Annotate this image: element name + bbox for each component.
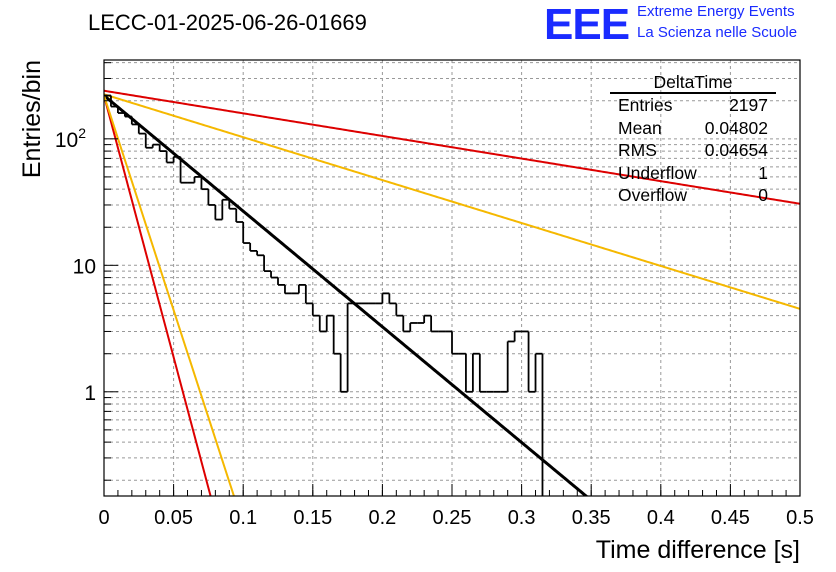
stats-box: DeltaTime Entries 2197 Mean 0.04802 RMS … [610,72,776,207]
stats-key: Mean [618,117,662,138]
stats-key: Entries [618,95,673,115]
fit-curve [104,94,589,496]
stats-row-overflow: Overflow 0 [610,184,776,207]
stats-row-underflow: Underflow 1 [610,162,776,185]
y-tick-label: 102 [55,125,86,152]
fit-curve [104,95,212,496]
fit-curve [104,95,235,496]
axis-labels: 0 0.05 0.1 0.15 0.2 0.25 0.3 0.35 0.4 0.45 0.51101… [18,60,814,564]
fit-curve [104,89,800,205]
axis-ticks [103,62,801,496]
logo-line-2: La Scienza nelle Scuole [637,24,798,41]
x-tick-label: 0.15 [293,507,332,529]
chart-title: LECC-01-2025-06-26-01669 [88,10,367,35]
x-tick-label: 0.3 [508,507,536,529]
stats-key: RMS [618,140,657,161]
y-tick-label: 1 [84,382,96,405]
stats-value: 1 [758,162,768,183]
x-axis-title: Time difference [s] [596,536,800,564]
stats-row-rms: RMS 0.04654 [610,139,776,162]
logo-line-1: Extreme Energy Events [637,3,795,20]
y-axis-title: Entries/bin [18,60,46,178]
eee-logo: EEE [544,0,630,49]
x-tick-label: 0.45 [711,507,750,529]
stats-key: Underflow [618,162,697,183]
y-tick-label: 10 [73,255,96,278]
stats-value: 0 [758,185,768,206]
fit-curve [104,93,800,310]
x-tick-label: 0.05 [154,507,193,529]
stats-title: DeltaTime [610,72,776,94]
stats-value: 0.04802 [704,117,768,138]
stats-key: Overflow [618,185,688,206]
x-tick-label: 0.2 [368,507,396,529]
histogram-bars [104,94,544,496]
x-tick-label: 0.4 [647,507,675,529]
stats-row-mean: Mean 0.04802 [610,117,776,140]
x-tick-label: 0.5 [786,507,814,529]
stats-row-entries: Entries 2197 [610,94,776,117]
x-tick-label: 0.1 [229,507,257,529]
x-tick-label: 0.35 [572,507,611,529]
x-tick-label: 0 [98,507,109,529]
x-tick-label: 0.25 [433,507,472,529]
stats-value: 0.04654 [704,140,768,161]
stats-value: 2197 [729,95,768,115]
